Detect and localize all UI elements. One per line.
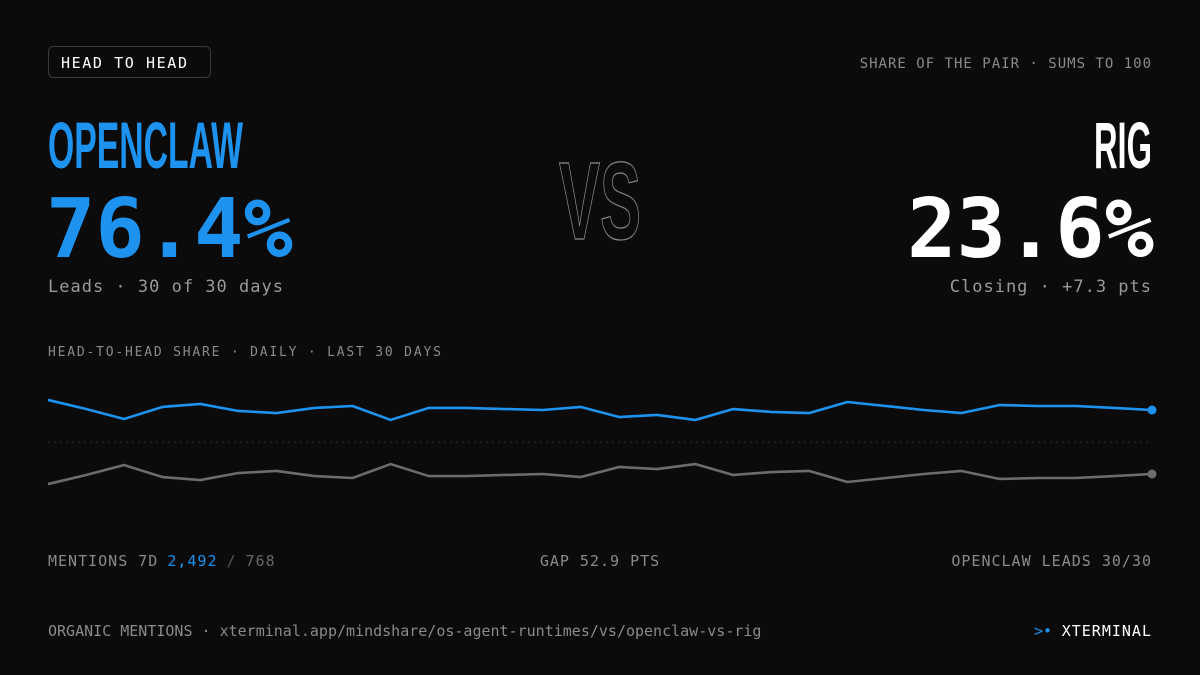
footer-source: ORGANIC MENTIONS · xterminal.app/mindsha… — [48, 622, 761, 640]
right-caption: Closing · +7.3 pts — [950, 277, 1152, 297]
mentions-label: MENTIONS 7D — [48, 552, 158, 570]
series-line — [47, 462, 1153, 486]
plot — [47, 398, 1157, 486]
end-dot — [1147, 469, 1157, 479]
logo-mark: >• — [1034, 622, 1052, 640]
badge-frame — [48, 46, 211, 78]
left-name: OPENCLAW — [48, 108, 243, 182]
mentions-stat: MENTIONS 7D 2,492 / 768 — [48, 552, 276, 570]
mentions-right: 768 — [246, 552, 276, 570]
badge: HEAD TO HEAD — [61, 54, 189, 72]
top-note: SHARE OF THE PAIR · SUMS TO 100 — [860, 56, 1152, 72]
right-name: RIG — [1094, 108, 1152, 182]
leads-stat: OPENCLAW LEADS 30/30 — [951, 552, 1152, 570]
series-line — [47, 398, 1153, 422]
end-dot — [1147, 405, 1157, 415]
mentions-separator: / — [227, 552, 237, 570]
left-share: 76.4% — [46, 182, 293, 277]
chart-title: HEAD-TO-HEAD SHARE · DAILY · LAST 30 DAY… — [48, 345, 443, 360]
versus: VS — [559, 140, 641, 263]
left-caption: Leads · 30 of 30 days — [48, 277, 284, 297]
right-share: 23.6% — [907, 182, 1154, 277]
mentions-left: 2,492 — [167, 552, 217, 570]
brand: XTERMINAL — [1062, 622, 1152, 640]
gap-stat: GAP 52.9 PTS — [540, 552, 660, 570]
